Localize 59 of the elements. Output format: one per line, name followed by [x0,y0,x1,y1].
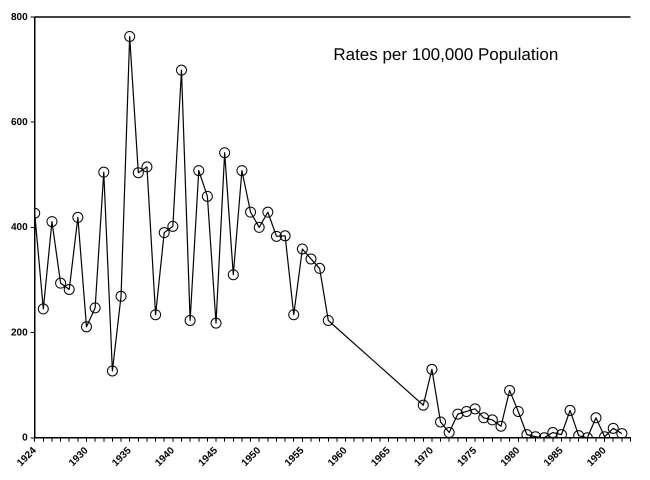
point [150,309,162,320]
point [116,290,127,302]
point [38,303,49,314]
point [512,406,524,417]
annotation: Rates per 100,000 Population [333,45,558,64]
point [322,314,334,326]
point [616,428,628,438]
point [132,167,144,178]
y-tick-label: 0 [22,432,28,444]
point [608,422,619,434]
point [236,165,248,176]
point [210,318,222,329]
point [193,165,204,176]
point [435,416,446,428]
point [270,230,282,242]
point [521,429,532,438]
point [90,302,101,314]
point [141,161,152,172]
point [98,166,110,178]
point [426,364,438,375]
point [262,206,274,218]
point [504,384,516,396]
point [296,243,308,254]
y-tick-label: 600 [10,116,28,128]
point [460,406,472,417]
point [176,64,187,76]
point [444,427,455,438]
point [590,412,602,424]
point [306,253,317,264]
point [245,206,256,218]
y-tick-label: 200 [10,327,28,338]
point [219,147,230,158]
point [288,309,300,320]
point [547,427,558,438]
point [80,321,92,332]
point [254,222,265,233]
point [55,278,66,289]
point [564,404,576,416]
point [556,429,567,438]
point [64,284,75,295]
y-tick-label: 800 [10,12,28,23]
point [46,216,58,228]
point [124,30,136,42]
point [470,403,481,414]
point [495,420,506,432]
point [478,412,490,424]
y-tick-label: 400 [10,222,28,234]
point [158,227,170,238]
point [418,400,429,411]
point [486,414,498,426]
point [452,408,464,420]
point [280,230,291,242]
point [202,190,213,202]
point [314,262,326,274]
point [72,212,84,223]
point [167,220,178,232]
point [228,269,239,280]
point [106,365,118,376]
point [184,314,196,326]
